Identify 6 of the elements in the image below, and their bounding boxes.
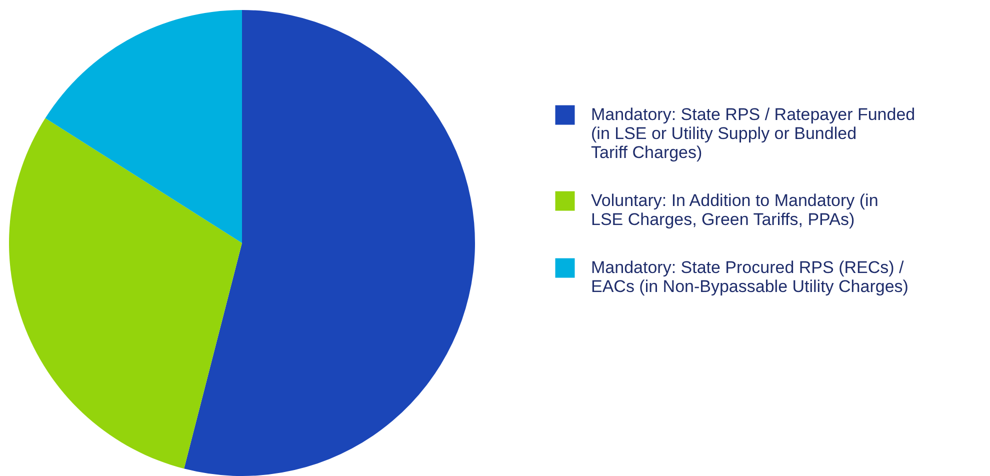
pie-slice bbox=[9, 118, 242, 469]
pie-slice bbox=[184, 10, 475, 476]
pie-slice bbox=[45, 10, 242, 243]
legend-label: Mandatory: State RPS / Ratepayer Funded (in LSE or Utility Supply or Bundled Tariff Charges) bbox=[591, 105, 916, 162]
legend-label: Voluntary: In Addition to Mandatory (in LSE Charges, Green Tariffs, PPAs) bbox=[591, 191, 878, 229]
legend-label: Mandatory: State Procured RPS (RECs) / EACs (in Non-Bypassable Utility Charges) bbox=[591, 258, 908, 296]
